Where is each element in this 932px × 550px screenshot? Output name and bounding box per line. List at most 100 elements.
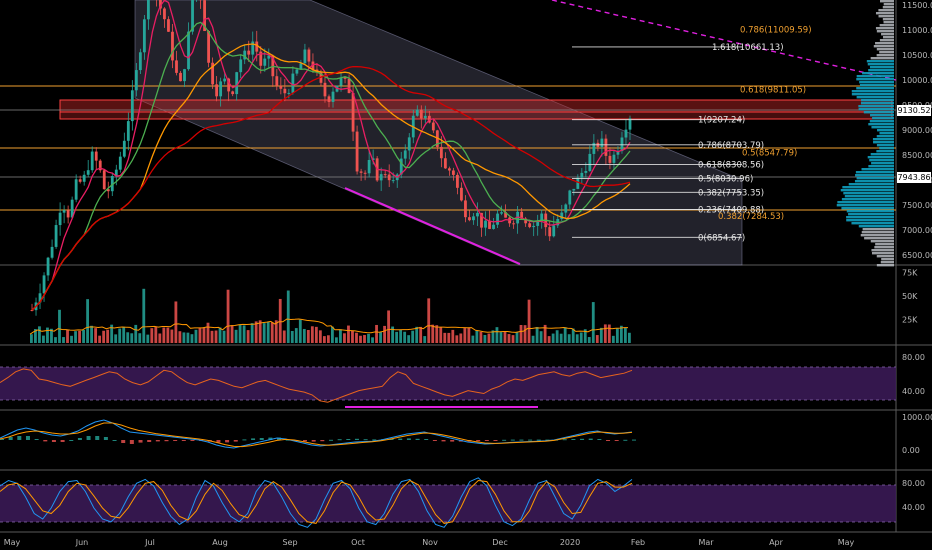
time-tick-label: Apr — [769, 538, 784, 547]
volume-profile-bin — [879, 51, 894, 54]
volume-bar — [118, 328, 122, 343]
candle-body — [46, 257, 50, 276]
volume-bar — [355, 332, 358, 343]
volume-panel[interactable]: 75K 50K 25K — [29, 269, 918, 343]
macd-hist-bar — [147, 440, 152, 442]
volume-bar — [294, 328, 298, 343]
candle-body — [259, 51, 263, 66]
macd-hist-bar — [623, 439, 628, 441]
moving-averages — [31, 0, 631, 311]
volume-bar — [46, 327, 49, 343]
volume-profile-bin — [874, 246, 894, 249]
volume-profile-bin — [875, 27, 894, 30]
volume-bar — [599, 327, 603, 343]
volume-bar — [310, 326, 314, 343]
volume-bar — [102, 330, 106, 343]
volume-bar — [130, 333, 134, 343]
volume-bar — [519, 324, 523, 343]
volume-bar — [138, 333, 142, 343]
volume-profile-bin — [876, 54, 894, 57]
candle-body — [628, 118, 632, 130]
rsi-band — [0, 367, 896, 400]
price-tick-label: 7500.00 — [902, 201, 932, 210]
stoch-rsi-panel[interactable] — [0, 477, 896, 528]
volume-profile-bin — [870, 240, 894, 243]
volume-profile-bin — [851, 90, 894, 93]
ma-fast-line — [31, 0, 631, 311]
macd-hist-bar — [519, 439, 524, 441]
volume-profile-bin — [870, 114, 894, 117]
candle-body — [235, 72, 239, 95]
orange-fib-label: 0.382(7284.53) — [718, 212, 784, 222]
volume-profile-bin — [869, 159, 894, 162]
volume-profile-bin — [873, 45, 894, 48]
candle-body — [403, 150, 407, 159]
volume-bar — [302, 328, 306, 343]
candle-body — [295, 69, 299, 74]
time-tick-label: Feb — [631, 538, 645, 547]
candle-body — [311, 61, 315, 70]
volume-bar — [411, 330, 415, 343]
candle-body — [142, 19, 146, 53]
candle-body — [175, 60, 178, 73]
candle-body — [363, 172, 367, 174]
volume-profile-bin — [859, 84, 894, 87]
volume-bar — [607, 324, 611, 343]
volume-profile-bin — [841, 198, 894, 201]
macd-hist-bar — [510, 439, 515, 441]
volume-profile-bin — [869, 120, 894, 123]
macd-panel[interactable] — [0, 419, 636, 449]
candle-body — [576, 177, 580, 189]
candle-body — [520, 211, 524, 219]
candle-body — [568, 190, 572, 205]
candle-body — [347, 78, 351, 94]
volume-profile-bin — [836, 204, 894, 207]
candle-body — [50, 246, 54, 258]
volume-profile-bin — [879, 0, 894, 3]
candle-body — [263, 58, 267, 66]
candle-body — [383, 174, 387, 176]
time-tick-label: Jun — [75, 538, 89, 547]
macd-hist-bar — [69, 440, 74, 441]
volume-bar — [90, 325, 94, 343]
fib-retracement[interactable]: 1.618(10661.13)1(9207.24)0.786(8703.79)0… — [572, 26, 812, 244]
macd-hist-bar — [233, 440, 238, 442]
candle-body — [452, 170, 455, 175]
macd-hist-bar — [277, 437, 282, 440]
volume-profile-bin — [883, 21, 894, 24]
price-panel[interactable]: 1.618(10661.13)1(9207.24)0.786(8703.79)0… — [0, 0, 897, 316]
volume-profile-bin — [873, 141, 894, 144]
candle-body — [303, 49, 307, 64]
macd-hist-bar — [493, 440, 498, 441]
rsi-panel[interactable] — [0, 366, 896, 408]
candle-body — [379, 174, 383, 181]
macd-hist-bar — [242, 439, 247, 441]
candle-body — [423, 115, 427, 119]
candle-body — [427, 115, 431, 123]
price-tick-label: 9000.00 — [902, 126, 932, 135]
indicator-tick-label: 80.00 — [902, 353, 925, 362]
candle-body — [460, 187, 463, 201]
candle-body — [456, 174, 459, 188]
volume-profile-bin — [881, 33, 894, 36]
candles-group[interactable] — [30, 0, 632, 316]
macd-hist-bar — [406, 438, 411, 440]
candle-body — [110, 175, 114, 192]
volume-bar — [282, 330, 286, 343]
indicator-tick-label: 80.00 — [902, 479, 925, 488]
macd-hist-bar — [562, 439, 567, 441]
volume-profile-bin — [851, 222, 894, 225]
macd-hist-bar — [86, 436, 91, 440]
volume-profile-bin — [879, 147, 894, 150]
volume-bar — [174, 301, 178, 343]
macd-hist-bar — [476, 440, 481, 442]
time-tick-label: Nov — [422, 538, 438, 547]
time-tick-label: 2020 — [560, 538, 580, 547]
volume-bar — [511, 335, 515, 343]
macd-hist-bar — [415, 438, 420, 440]
volume-bar — [206, 322, 210, 343]
macd-hist-bar — [536, 439, 541, 441]
candle-body — [355, 131, 359, 172]
candle-body — [331, 91, 335, 102]
